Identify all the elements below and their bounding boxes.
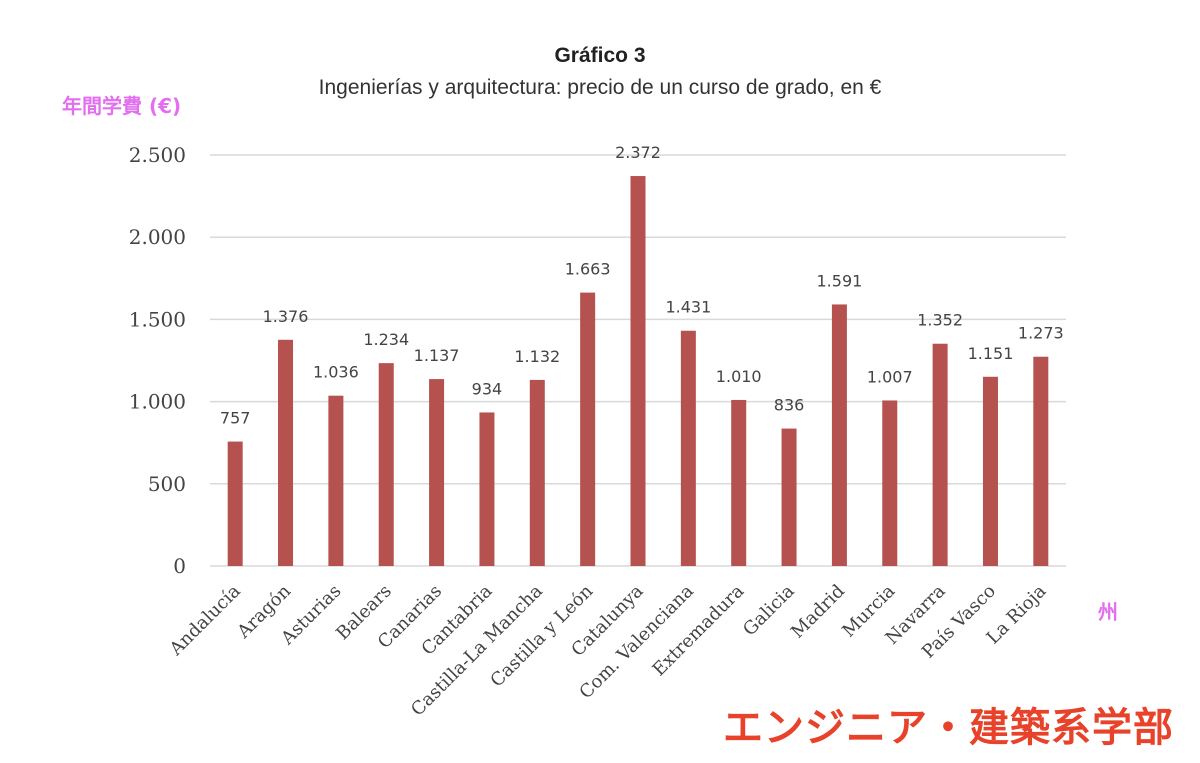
y-tick-label: 1.000 bbox=[129, 390, 186, 414]
bar bbox=[630, 176, 646, 566]
x-tick-label: Madrid bbox=[787, 581, 849, 643]
bar bbox=[781, 428, 797, 566]
data-label: 757 bbox=[220, 409, 251, 428]
caption-overlay: エンジニア・建築系学部 bbox=[723, 705, 1174, 751]
bar bbox=[932, 343, 948, 566]
data-label: 2.372 bbox=[615, 143, 661, 162]
y-tick-label: 1.500 bbox=[129, 307, 186, 331]
data-label: 1.376 bbox=[263, 307, 309, 326]
data-label: 1.591 bbox=[817, 271, 863, 290]
y-tick-label: 2.000 bbox=[129, 225, 186, 249]
data-label: 836 bbox=[774, 396, 805, 415]
bar bbox=[580, 292, 596, 566]
chart-subtitle: Ingenierías y arquitectura: precio de un… bbox=[318, 76, 882, 99]
y-axis-label: 年間学費 (€) bbox=[62, 94, 182, 118]
y-tick-labels: 0 500 1.000 1.500 2.000 2.500 bbox=[129, 143, 186, 578]
x-tick-labels: AndalucíaAragónAsturiasBalearsCanariasCa… bbox=[165, 580, 1051, 720]
data-label: 1.151 bbox=[968, 344, 1014, 363]
bar bbox=[227, 441, 243, 566]
data-label: 1.036 bbox=[313, 363, 359, 382]
data-label: 1.132 bbox=[514, 347, 560, 366]
data-label: 1.273 bbox=[1018, 324, 1064, 343]
data-label: 1.352 bbox=[917, 311, 963, 330]
data-label: 1.007 bbox=[867, 367, 913, 386]
bar bbox=[278, 339, 294, 566]
bar bbox=[328, 395, 344, 566]
bar bbox=[831, 304, 847, 566]
y-tick-label: 2.500 bbox=[129, 143, 186, 167]
bars bbox=[227, 176, 1049, 566]
bar bbox=[529, 379, 545, 566]
bar bbox=[378, 363, 394, 566]
data-label: 1.010 bbox=[716, 367, 762, 386]
data-label: 1.663 bbox=[565, 260, 611, 279]
bar bbox=[479, 412, 495, 566]
data-label: 934 bbox=[472, 379, 503, 398]
bar bbox=[429, 379, 445, 566]
data-label: 1.234 bbox=[363, 330, 409, 349]
y-tick-label: 0 bbox=[173, 554, 186, 578]
x-tick-label: Extremadura bbox=[649, 581, 749, 681]
bar bbox=[982, 376, 998, 566]
bar bbox=[882, 400, 898, 566]
y-tick-label: 500 bbox=[148, 472, 186, 496]
bar bbox=[731, 399, 747, 566]
chart-title: Gráfico 3 bbox=[554, 44, 646, 67]
x-axis-label: 州 bbox=[1098, 600, 1118, 624]
bar bbox=[680, 330, 696, 566]
bar bbox=[1033, 356, 1049, 566]
data-label: 1.137 bbox=[414, 346, 460, 365]
data-label: 1.431 bbox=[665, 298, 711, 317]
x-tick-label: Andalucía bbox=[165, 580, 245, 660]
